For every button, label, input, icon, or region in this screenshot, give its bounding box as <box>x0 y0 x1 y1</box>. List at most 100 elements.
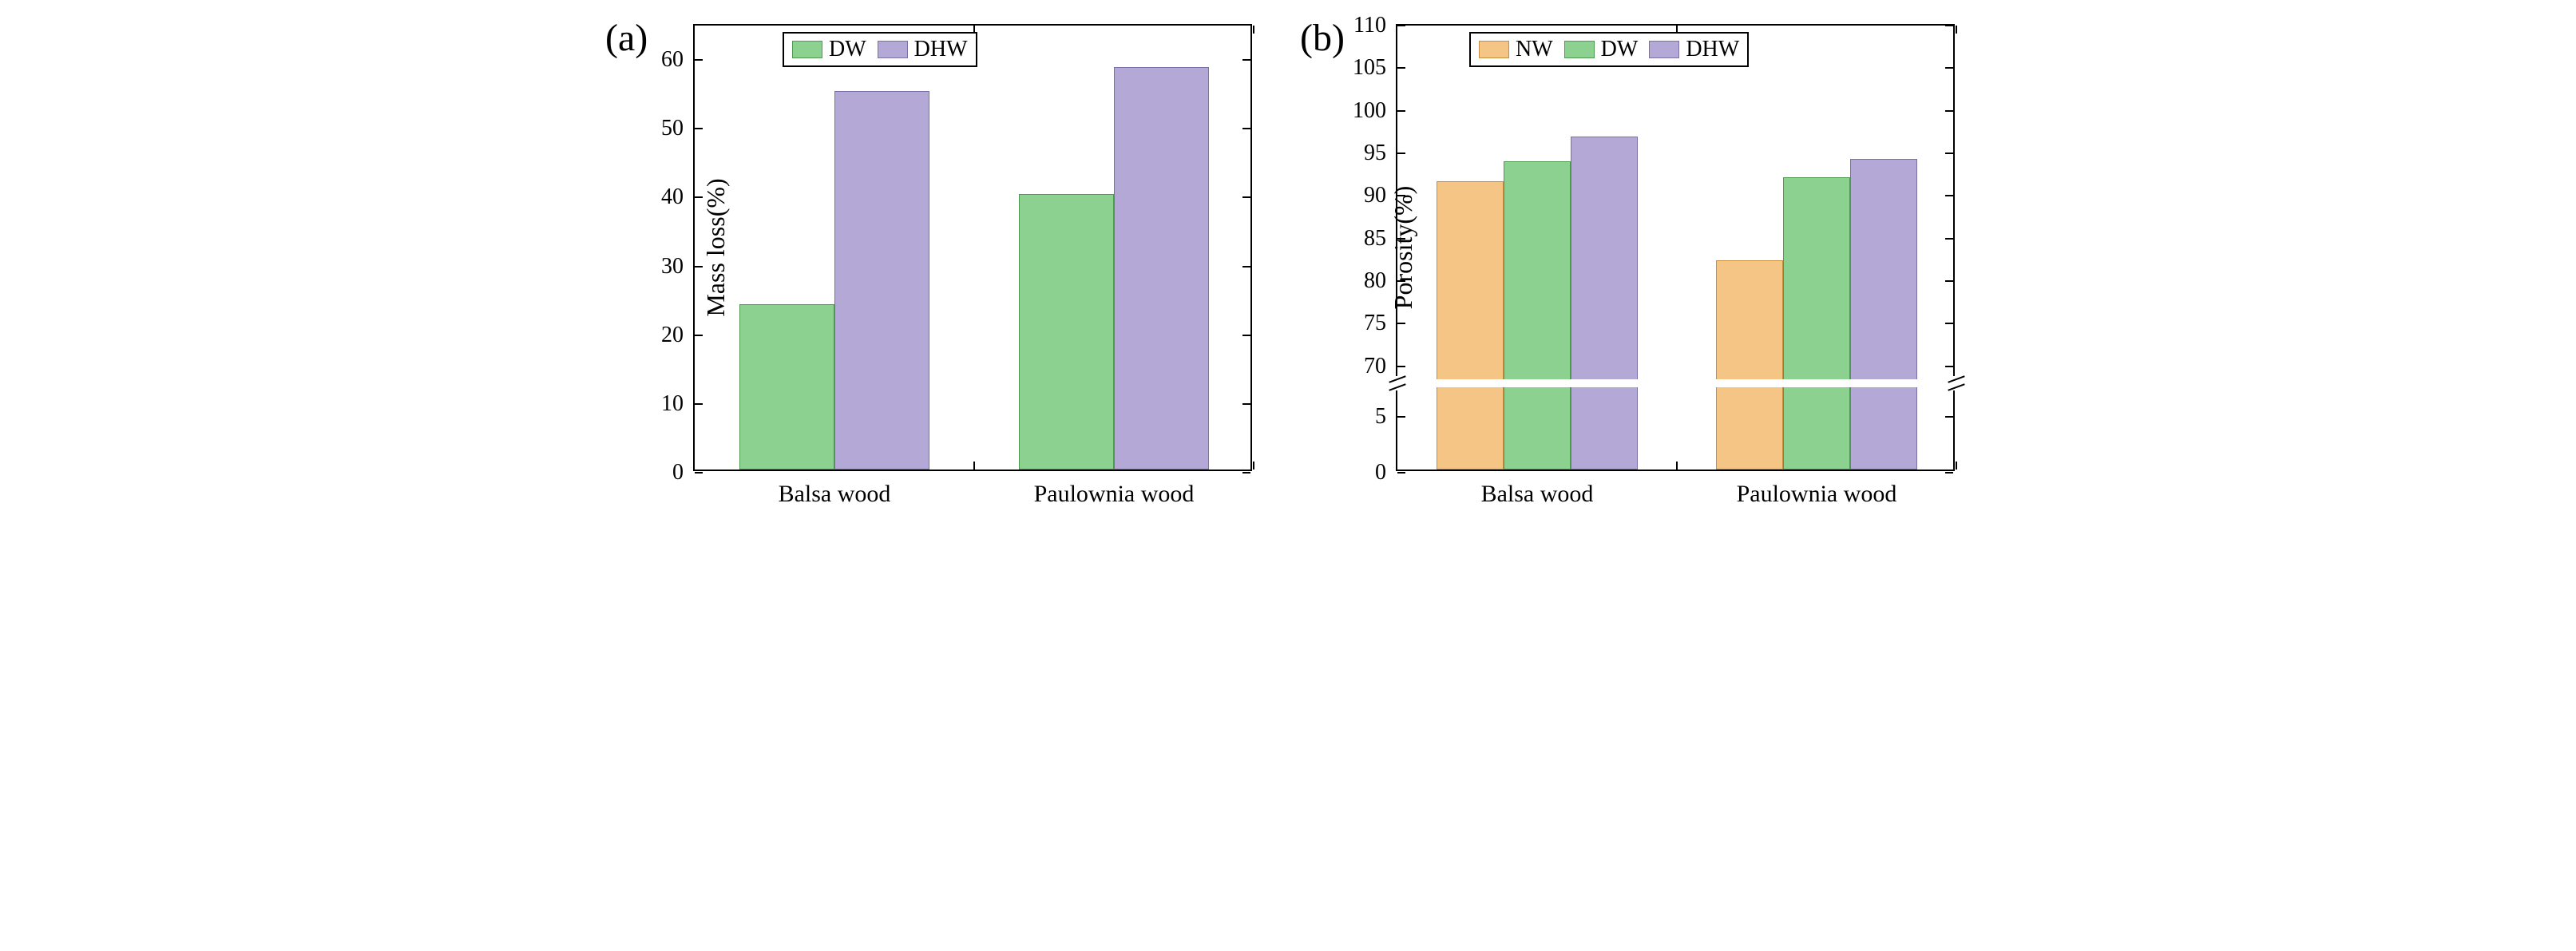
panel-b-ytick-mark <box>1945 67 1953 69</box>
panel-a-ylabel: Mass loss(%) <box>701 178 731 316</box>
panel-b-ytick-label: 80 <box>1364 268 1397 294</box>
panel-b-bar-break <box>1435 379 1505 387</box>
panel-a-legend-label: DW <box>829 37 866 62</box>
panel-b-legend-item: DHW <box>1649 37 1739 62</box>
panel-a-ytick-label: 50 <box>661 116 695 141</box>
panel-b-bar <box>1783 177 1850 470</box>
panel-a-xtick-mark <box>973 462 975 470</box>
panel-b-xtick-label: Balsa wood <box>1481 470 1594 508</box>
panel-b-ytick-mark <box>1945 416 1953 418</box>
panel-b-ytick-mark <box>1397 67 1405 69</box>
panel-b-bar <box>1504 161 1571 470</box>
panel-a-xtick-label: Paulownia wood <box>1034 470 1195 508</box>
panel-a-legend-swatch <box>878 41 908 58</box>
panel-b-ytick-mark <box>1945 366 1953 367</box>
panel-b-ytick-mark <box>1397 323 1405 324</box>
panel-b-bar-break <box>1849 379 1919 387</box>
panel-b-axis-break <box>1948 376 1965 390</box>
panel-b-ytick-mark <box>1397 195 1405 196</box>
panel-b-ytick-label: 90 <box>1364 183 1397 208</box>
panel-a-legend-item: DHW <box>878 37 968 62</box>
panel-b-xtick-label: Paulownia wood <box>1737 470 1897 508</box>
panel-a-ytick-label: 30 <box>661 254 695 279</box>
panel-b-legend-item: NW <box>1479 37 1553 62</box>
panel-b-bar <box>1437 181 1504 470</box>
panel-a-ytick-mark <box>1242 196 1250 198</box>
panel-b-legend-label: NW <box>1516 37 1553 62</box>
panel-a-xtick-mark <box>1253 26 1254 34</box>
panel-a-ytick-label: 60 <box>661 47 695 73</box>
panel-a-ytick-mark <box>695 403 703 405</box>
panel-b-ytick-mark <box>1945 323 1953 324</box>
panel-b-ytick-mark <box>1397 238 1405 240</box>
panel-a-bar <box>739 304 834 470</box>
panel-a-bar <box>834 91 929 470</box>
panel-a-xtick-label: Balsa wood <box>779 470 891 508</box>
panel-b-ytick-label: 0 <box>1375 460 1397 485</box>
panel-a-ytick-mark <box>1242 59 1250 61</box>
panel-a-ytick-mark <box>695 196 703 198</box>
panel-b-legend-swatch <box>1649 41 1679 58</box>
panel-b: (b) Porosity(%)05707580859095100105110Ba… <box>1300 16 1971 527</box>
panel-a-ytick-label: 20 <box>661 323 695 348</box>
panel-b-ytick-label: 5 <box>1375 404 1397 430</box>
panel-b-ytick-mark <box>1397 110 1405 112</box>
panel-a-bar <box>1114 67 1209 470</box>
panel-b-ytick-mark <box>1945 195 1953 196</box>
panel-a-ytick-mark <box>1242 266 1250 267</box>
panel-b-ytick-label: 105 <box>1353 55 1397 81</box>
panel-b-legend-item: DW <box>1564 37 1639 62</box>
panel-b-bar-break <box>1569 379 1639 387</box>
panel-b-bar-break <box>1781 379 1852 387</box>
figure-row: (a) Mass loss(%)0102030405060Balsa woodP… <box>0 0 2576 543</box>
panel-a-ytick-label: 10 <box>661 391 695 417</box>
panel-b-ytick-mark <box>1945 472 1953 474</box>
panel-b-ytick-label: 100 <box>1353 98 1397 124</box>
panel-b-ytick-mark <box>1945 153 1953 154</box>
panel-a-ytick-mark <box>1242 128 1250 129</box>
panel-a-legend-label: DHW <box>914 37 968 62</box>
panel-b-ytick-mark <box>1397 153 1405 154</box>
panel-b-ytick-label: 95 <box>1364 141 1397 166</box>
panel-b-label: (b) <box>1300 16 1345 60</box>
panel-a-ytick-mark <box>1242 472 1250 474</box>
panel-b-axis-break <box>1389 376 1406 390</box>
panel-b-plot: Porosity(%)05707580859095100105110Balsa … <box>1396 24 1955 471</box>
panel-b-xtick-mark <box>1956 462 1957 470</box>
panel-b-bar <box>1716 260 1783 470</box>
panel-b-legend-swatch <box>1564 41 1595 58</box>
panel-a-ytick-mark <box>695 266 703 267</box>
panel-b-bar <box>1571 137 1638 470</box>
panel-b-legend-label: DW <box>1601 37 1639 62</box>
panel-b-ytick-mark <box>1945 238 1953 240</box>
panel-a: (a) Mass loss(%) 0 10 20 30 40 50 60 Balsa wood P… <box>605 16 1268 527</box>
panel-b-ytick-mark <box>1945 280 1953 282</box>
panel-a-label: (a) <box>605 16 648 60</box>
panel-b-ytick-mark <box>1397 25 1405 26</box>
panel-a-ytick-mark <box>1242 335 1250 336</box>
panel-b-ytick-mark <box>1945 25 1953 26</box>
panel-b-xtick-mark <box>1956 26 1957 34</box>
panel-a-ytick-label: 40 <box>661 184 695 210</box>
panel-b-ytick-mark <box>1397 366 1405 367</box>
panel-b-ytick-label: 75 <box>1364 311 1397 336</box>
panel-a-ytick-mark <box>695 472 703 474</box>
panel-a-legend: DW DHW <box>783 32 977 67</box>
panel-b-ytick-label: 70 <box>1364 354 1397 379</box>
panel-a-bar <box>1019 194 1114 470</box>
panel-a-legend-swatch <box>792 41 822 58</box>
panel-a-ytick-label: 0 <box>672 460 695 485</box>
panel-b-bar-break <box>1714 379 1785 387</box>
panel-b-bar <box>1850 159 1917 470</box>
panel-b-legend: NW DW DHW <box>1469 32 1749 67</box>
panel-b-bar-break <box>1502 379 1572 387</box>
panel-a-ytick-mark <box>695 128 703 129</box>
panel-b-ytick-mark <box>1397 280 1405 282</box>
panel-b-ytick-mark <box>1397 472 1405 474</box>
panel-b-xtick-mark <box>1676 462 1678 470</box>
panel-a-ytick-mark <box>695 59 703 61</box>
panel-a-ytick-mark <box>1242 403 1250 405</box>
panel-a-xtick-mark <box>1253 462 1254 470</box>
panel-b-legend-label: DHW <box>1686 37 1739 62</box>
panel-b-ytick-label: 85 <box>1364 226 1397 252</box>
